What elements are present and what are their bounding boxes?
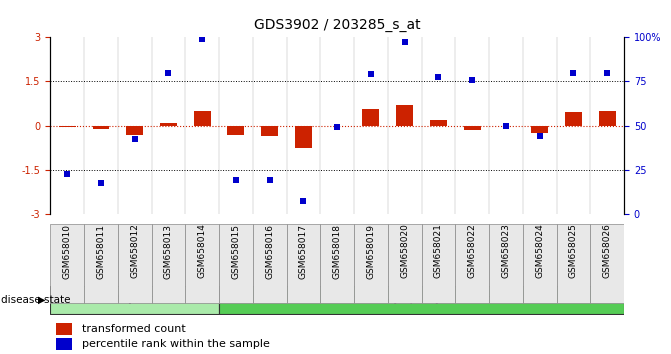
FancyBboxPatch shape bbox=[388, 224, 421, 303]
Bar bbox=[59, 126, 76, 127]
Bar bbox=[295, 126, 312, 148]
Point bbox=[467, 77, 478, 83]
Text: healthy control: healthy control bbox=[95, 293, 174, 303]
FancyBboxPatch shape bbox=[84, 224, 118, 303]
Point bbox=[298, 198, 309, 204]
Text: GSM658020: GSM658020 bbox=[400, 224, 409, 279]
Bar bbox=[362, 109, 379, 126]
Text: GSM658017: GSM658017 bbox=[299, 224, 308, 279]
Text: GSM658025: GSM658025 bbox=[569, 224, 578, 279]
Text: GSM658013: GSM658013 bbox=[164, 224, 173, 279]
FancyBboxPatch shape bbox=[152, 224, 185, 303]
FancyBboxPatch shape bbox=[219, 224, 253, 303]
Text: disease state: disease state bbox=[1, 295, 71, 305]
Text: GSM658021: GSM658021 bbox=[434, 224, 443, 279]
Text: GSM658012: GSM658012 bbox=[130, 224, 139, 279]
Point bbox=[501, 123, 511, 129]
Bar bbox=[56, 338, 72, 350]
FancyBboxPatch shape bbox=[219, 286, 624, 314]
Point bbox=[163, 70, 174, 75]
Bar bbox=[565, 113, 582, 126]
Bar bbox=[227, 126, 244, 135]
FancyBboxPatch shape bbox=[590, 224, 624, 303]
Bar bbox=[261, 126, 278, 136]
FancyBboxPatch shape bbox=[523, 224, 556, 303]
FancyBboxPatch shape bbox=[421, 224, 456, 303]
Point bbox=[95, 180, 106, 186]
Text: GSM658024: GSM658024 bbox=[535, 224, 544, 278]
Point bbox=[231, 177, 242, 183]
FancyBboxPatch shape bbox=[185, 224, 219, 303]
Point bbox=[130, 136, 140, 142]
Text: GSM658014: GSM658014 bbox=[198, 224, 207, 279]
FancyBboxPatch shape bbox=[253, 224, 287, 303]
Bar bbox=[599, 111, 615, 126]
FancyBboxPatch shape bbox=[456, 224, 489, 303]
FancyBboxPatch shape bbox=[354, 224, 388, 303]
Text: GSM658016: GSM658016 bbox=[265, 224, 274, 279]
FancyBboxPatch shape bbox=[556, 224, 590, 303]
Point bbox=[62, 172, 72, 177]
FancyBboxPatch shape bbox=[287, 224, 320, 303]
Bar bbox=[194, 111, 211, 126]
Text: GSM658023: GSM658023 bbox=[501, 224, 511, 279]
Bar bbox=[531, 126, 548, 133]
Text: percentile rank within the sample: percentile rank within the sample bbox=[82, 339, 270, 349]
Bar bbox=[397, 105, 413, 126]
FancyBboxPatch shape bbox=[50, 224, 84, 303]
Text: ▶: ▶ bbox=[38, 295, 46, 305]
Point bbox=[264, 177, 275, 183]
Bar bbox=[56, 323, 72, 335]
Bar bbox=[93, 126, 109, 129]
Point bbox=[534, 133, 545, 139]
Text: transformed count: transformed count bbox=[82, 324, 186, 334]
Text: GSM658018: GSM658018 bbox=[333, 224, 342, 279]
FancyBboxPatch shape bbox=[118, 224, 152, 303]
FancyBboxPatch shape bbox=[50, 286, 219, 314]
Text: chronic B-lymphocytic leukemia: chronic B-lymphocytic leukemia bbox=[338, 293, 505, 303]
Point bbox=[399, 39, 410, 45]
Point bbox=[331, 124, 342, 130]
Text: GSM658010: GSM658010 bbox=[62, 224, 72, 279]
Text: GSM658026: GSM658026 bbox=[603, 224, 612, 279]
FancyBboxPatch shape bbox=[320, 224, 354, 303]
Bar bbox=[160, 123, 177, 126]
FancyBboxPatch shape bbox=[489, 224, 523, 303]
Bar bbox=[464, 126, 480, 130]
Text: GSM658019: GSM658019 bbox=[366, 224, 376, 279]
Text: GSM658011: GSM658011 bbox=[97, 224, 105, 279]
Text: GDS3902 / 203285_s_at: GDS3902 / 203285_s_at bbox=[254, 18, 421, 32]
Point bbox=[366, 71, 376, 77]
Point bbox=[197, 36, 207, 41]
Text: GSM658015: GSM658015 bbox=[231, 224, 240, 279]
Point bbox=[433, 74, 444, 80]
Point bbox=[602, 70, 613, 75]
Text: GSM658022: GSM658022 bbox=[468, 224, 476, 278]
Bar bbox=[126, 126, 143, 135]
Bar bbox=[430, 120, 447, 126]
Point bbox=[568, 70, 579, 75]
